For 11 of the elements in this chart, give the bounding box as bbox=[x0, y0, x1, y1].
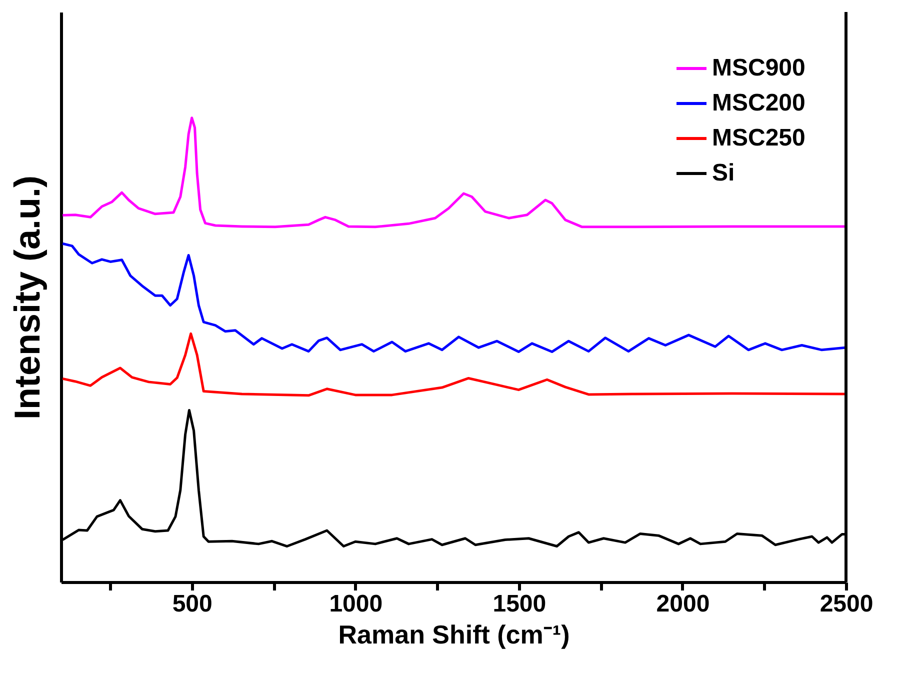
x-tick-label: 2000 bbox=[656, 590, 710, 618]
y-axis-title: Intensity (a.u.) bbox=[6, 175, 48, 420]
x-tick-label: 2500 bbox=[820, 590, 874, 618]
x-tick-label: 500 bbox=[172, 590, 212, 618]
legend-label: Si bbox=[712, 160, 735, 186]
legend-label: MSC200 bbox=[712, 90, 806, 116]
legend-label: MSC900 bbox=[712, 54, 806, 82]
legend-label: MSC250 bbox=[712, 124, 806, 152]
x-tick-label: 1500 bbox=[492, 590, 546, 618]
x-tick-label: 1000 bbox=[329, 590, 383, 618]
x-axis-title: Raman Shift (cm⁻¹) bbox=[338, 620, 570, 650]
